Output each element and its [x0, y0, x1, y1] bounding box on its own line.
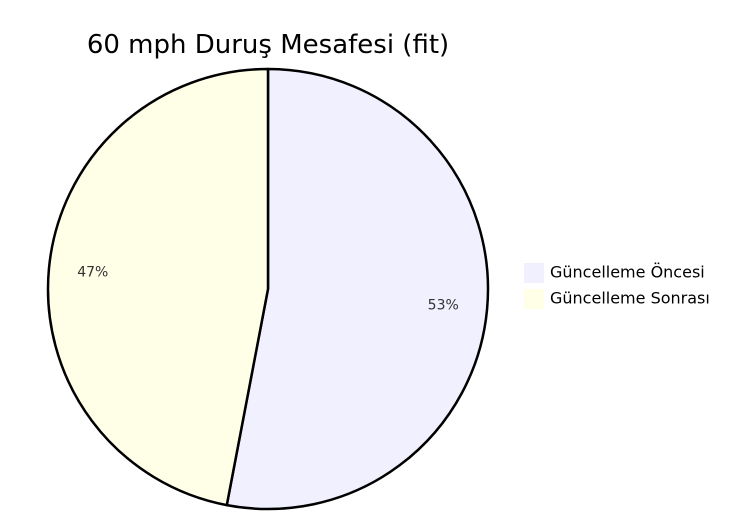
- pie-slice-label-2: 47%: [77, 264, 108, 280]
- pie-slice-label-1: 53%: [428, 298, 459, 314]
- legend-swatch-2: [524, 289, 544, 309]
- pie-slice-1: [225, 67, 490, 511]
- pie-slice-2: [46, 67, 270, 507]
- legend-label-1: Güncelleme Öncesi: [550, 263, 705, 282]
- chart-legend: Güncelleme Öncesi Güncelleme Sonrası: [524, 263, 710, 309]
- legend-swatch-1: [524, 263, 544, 283]
- pie-slices: [46, 67, 490, 511]
- chart-title: 60 mph Duruş Mesafesi (fit): [87, 30, 449, 60]
- pie-slice-labels: 53% 47%: [77, 264, 459, 313]
- legend-label-2: Güncelleme Sonrası: [550, 289, 710, 308]
